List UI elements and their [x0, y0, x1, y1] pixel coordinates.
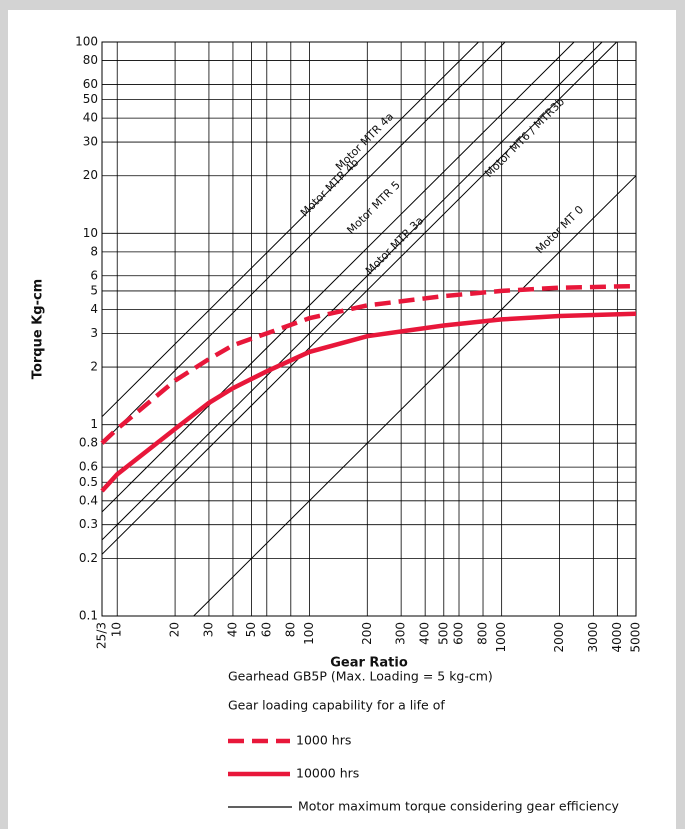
- y-tick-label: 0.1: [79, 609, 98, 623]
- y-tick-label: 60: [83, 77, 98, 91]
- note: Gear loading capability for a life of: [228, 698, 445, 713]
- x-tick-label: 3000: [586, 622, 600, 653]
- legend-label: 1000 hrs: [296, 733, 351, 748]
- x-tick-label: 4000: [610, 622, 624, 653]
- series-line: [100, 283, 637, 445]
- motor-line: [193, 175, 636, 616]
- y-tick-label: 20: [83, 168, 98, 182]
- y-tick-label: 40: [83, 111, 98, 125]
- y-tick-label: 0.4: [79, 493, 98, 507]
- x-tick-label: 500: [436, 622, 450, 645]
- motor-line: [102, 42, 618, 555]
- note: Gearhead GB5P (Max. Loading = 5 kg-cm): [228, 669, 493, 684]
- y-tick-label: 5: [90, 283, 98, 297]
- motor-line: [102, 42, 575, 513]
- x-tick-label: 40: [225, 622, 239, 637]
- x-tick-label: 30: [201, 622, 215, 637]
- x-tick-label: 800: [476, 622, 490, 645]
- motor-line: [102, 42, 506, 444]
- legend-label: 10000 hrs: [296, 766, 359, 781]
- y-tick-label: 4: [90, 302, 98, 316]
- x-axis-label: Gear Ratio: [330, 656, 408, 671]
- x-tick-label: 200: [360, 622, 374, 645]
- y-tick-label: 10: [83, 226, 98, 240]
- y-tick-label: 6: [90, 268, 98, 282]
- y-tick-label: 1: [90, 417, 98, 431]
- panel: [8, 10, 676, 829]
- x-tick-label: 1000: [494, 622, 508, 653]
- x-tick-label: 20: [168, 622, 182, 637]
- x-tick-label: 80: [283, 622, 297, 637]
- y-tick-label: 0.8: [79, 436, 98, 450]
- x-tick-label: 100: [302, 622, 316, 645]
- y-tick-label: 50: [83, 92, 98, 106]
- y-tick-label: 2: [90, 360, 98, 374]
- x-tick-label: 5000: [629, 622, 643, 653]
- y-tick-label: 8: [90, 244, 98, 258]
- series-line: [100, 311, 637, 493]
- motor-line: [102, 42, 479, 418]
- y-tick-label: 100: [75, 35, 98, 49]
- y-tick-label: 80: [83, 53, 98, 67]
- x-tick-label: 300: [394, 622, 408, 645]
- plot-frame: [101, 41, 637, 617]
- y-tick-label: 30: [83, 135, 98, 149]
- y-tick-label: 0.3: [79, 517, 98, 531]
- x-tick-label: 400: [418, 622, 432, 645]
- x-tick-label: 25/3: [95, 622, 109, 649]
- x-tick-label: 50: [244, 622, 258, 637]
- x-tick-label: 60: [259, 622, 273, 637]
- y-tick-label: 0.2: [79, 551, 98, 565]
- y-axis-label: Torque Kg-cm: [31, 279, 46, 379]
- motor-line: [102, 42, 603, 541]
- y-tick-label: 0.5: [79, 475, 98, 489]
- x-tick-label: 10: [110, 622, 124, 637]
- y-tick-label: 3: [90, 326, 98, 340]
- y-tick-label: 0.6: [79, 460, 98, 474]
- x-tick-label: 2000: [552, 622, 566, 653]
- x-tick-label: 600: [452, 622, 466, 645]
- legend-label: Motor maximum torque considering gear ef…: [298, 799, 620, 814]
